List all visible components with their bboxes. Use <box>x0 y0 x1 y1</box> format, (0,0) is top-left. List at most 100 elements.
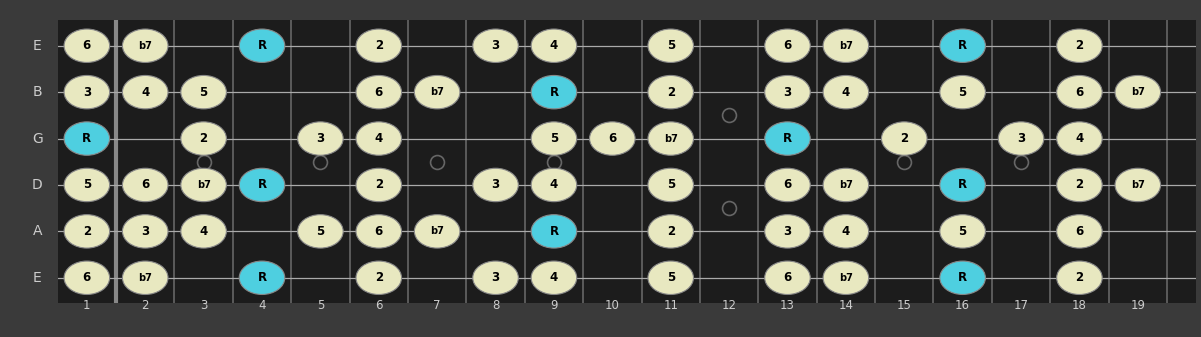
Text: R: R <box>257 39 267 52</box>
Text: 3: 3 <box>491 179 500 191</box>
Text: 6: 6 <box>83 39 91 52</box>
Ellipse shape <box>123 29 168 62</box>
Text: 5: 5 <box>83 179 91 191</box>
Ellipse shape <box>531 29 576 62</box>
Text: b7: b7 <box>138 41 153 51</box>
Text: 3: 3 <box>491 271 500 284</box>
Ellipse shape <box>649 215 693 248</box>
Ellipse shape <box>64 75 109 109</box>
Text: 16: 16 <box>955 299 970 312</box>
Text: 2: 2 <box>375 179 383 191</box>
Ellipse shape <box>649 29 693 62</box>
Text: 11: 11 <box>663 299 679 312</box>
Text: 17: 17 <box>1014 299 1028 312</box>
Ellipse shape <box>298 215 343 248</box>
Text: 14: 14 <box>838 299 854 312</box>
Ellipse shape <box>765 168 811 202</box>
Ellipse shape <box>998 122 1044 155</box>
Text: 2: 2 <box>1075 271 1083 284</box>
Text: 2: 2 <box>199 132 208 145</box>
Text: 5: 5 <box>317 299 324 312</box>
Text: 2: 2 <box>1075 179 1083 191</box>
Ellipse shape <box>823 168 868 202</box>
Text: E: E <box>32 271 42 285</box>
Ellipse shape <box>239 29 285 62</box>
Text: 5: 5 <box>667 179 675 191</box>
Ellipse shape <box>823 215 868 248</box>
Text: 2: 2 <box>375 39 383 52</box>
Ellipse shape <box>765 29 811 62</box>
Text: b7: b7 <box>839 41 853 51</box>
Ellipse shape <box>649 261 693 295</box>
Text: 3: 3 <box>783 225 791 238</box>
Ellipse shape <box>531 168 576 202</box>
Text: 13: 13 <box>779 299 795 312</box>
Text: 3: 3 <box>83 86 91 99</box>
Text: 5: 5 <box>550 132 558 145</box>
Text: 2: 2 <box>1075 39 1083 52</box>
Text: 4: 4 <box>199 225 208 238</box>
Text: 2: 2 <box>83 225 91 238</box>
Text: D: D <box>32 178 42 192</box>
Text: 1: 1 <box>83 299 90 312</box>
Ellipse shape <box>123 75 168 109</box>
Ellipse shape <box>940 75 985 109</box>
Ellipse shape <box>1057 261 1103 295</box>
Ellipse shape <box>590 122 635 155</box>
Text: 3: 3 <box>142 225 149 238</box>
Text: 6: 6 <box>141 179 149 191</box>
Ellipse shape <box>531 122 576 155</box>
Ellipse shape <box>64 261 109 295</box>
Ellipse shape <box>355 168 401 202</box>
Text: E: E <box>32 39 42 53</box>
Text: b7: b7 <box>430 226 444 236</box>
Text: 3: 3 <box>199 299 208 312</box>
Ellipse shape <box>355 29 401 62</box>
Text: 4: 4 <box>550 39 558 52</box>
Ellipse shape <box>123 261 168 295</box>
Text: B: B <box>32 85 42 99</box>
Text: 3: 3 <box>316 132 324 145</box>
Text: 4: 4 <box>258 299 265 312</box>
Ellipse shape <box>823 29 868 62</box>
Text: R: R <box>549 225 558 238</box>
Text: 5: 5 <box>316 225 324 238</box>
Text: 2: 2 <box>667 225 675 238</box>
Text: 5: 5 <box>667 39 675 52</box>
Ellipse shape <box>649 122 693 155</box>
Text: 2: 2 <box>667 86 675 99</box>
Text: 4: 4 <box>842 225 850 238</box>
Text: 6: 6 <box>83 271 91 284</box>
Text: b7: b7 <box>839 180 853 190</box>
Text: 2: 2 <box>375 271 383 284</box>
Ellipse shape <box>765 75 811 109</box>
Ellipse shape <box>531 75 576 109</box>
Text: 5: 5 <box>199 86 208 99</box>
Text: 6: 6 <box>375 299 383 312</box>
Text: 2: 2 <box>901 132 908 145</box>
Text: R: R <box>257 179 267 191</box>
Text: 3: 3 <box>783 86 791 99</box>
Text: 4: 4 <box>550 179 558 191</box>
Text: 4: 4 <box>141 86 149 99</box>
Ellipse shape <box>181 215 226 248</box>
Ellipse shape <box>181 75 226 109</box>
Ellipse shape <box>1057 29 1103 62</box>
Ellipse shape <box>765 215 811 248</box>
Text: 5: 5 <box>958 86 967 99</box>
Ellipse shape <box>123 168 168 202</box>
Ellipse shape <box>64 215 109 248</box>
Text: b7: b7 <box>197 180 210 190</box>
Ellipse shape <box>355 261 401 295</box>
Text: R: R <box>83 132 91 145</box>
Ellipse shape <box>940 261 985 295</box>
Text: G: G <box>32 131 42 146</box>
Text: R: R <box>958 271 967 284</box>
Ellipse shape <box>414 75 460 109</box>
Text: 4: 4 <box>375 132 383 145</box>
Ellipse shape <box>239 168 285 202</box>
Ellipse shape <box>1115 168 1160 202</box>
Text: 19: 19 <box>1130 299 1146 312</box>
Ellipse shape <box>298 122 343 155</box>
Text: 6: 6 <box>783 39 791 52</box>
